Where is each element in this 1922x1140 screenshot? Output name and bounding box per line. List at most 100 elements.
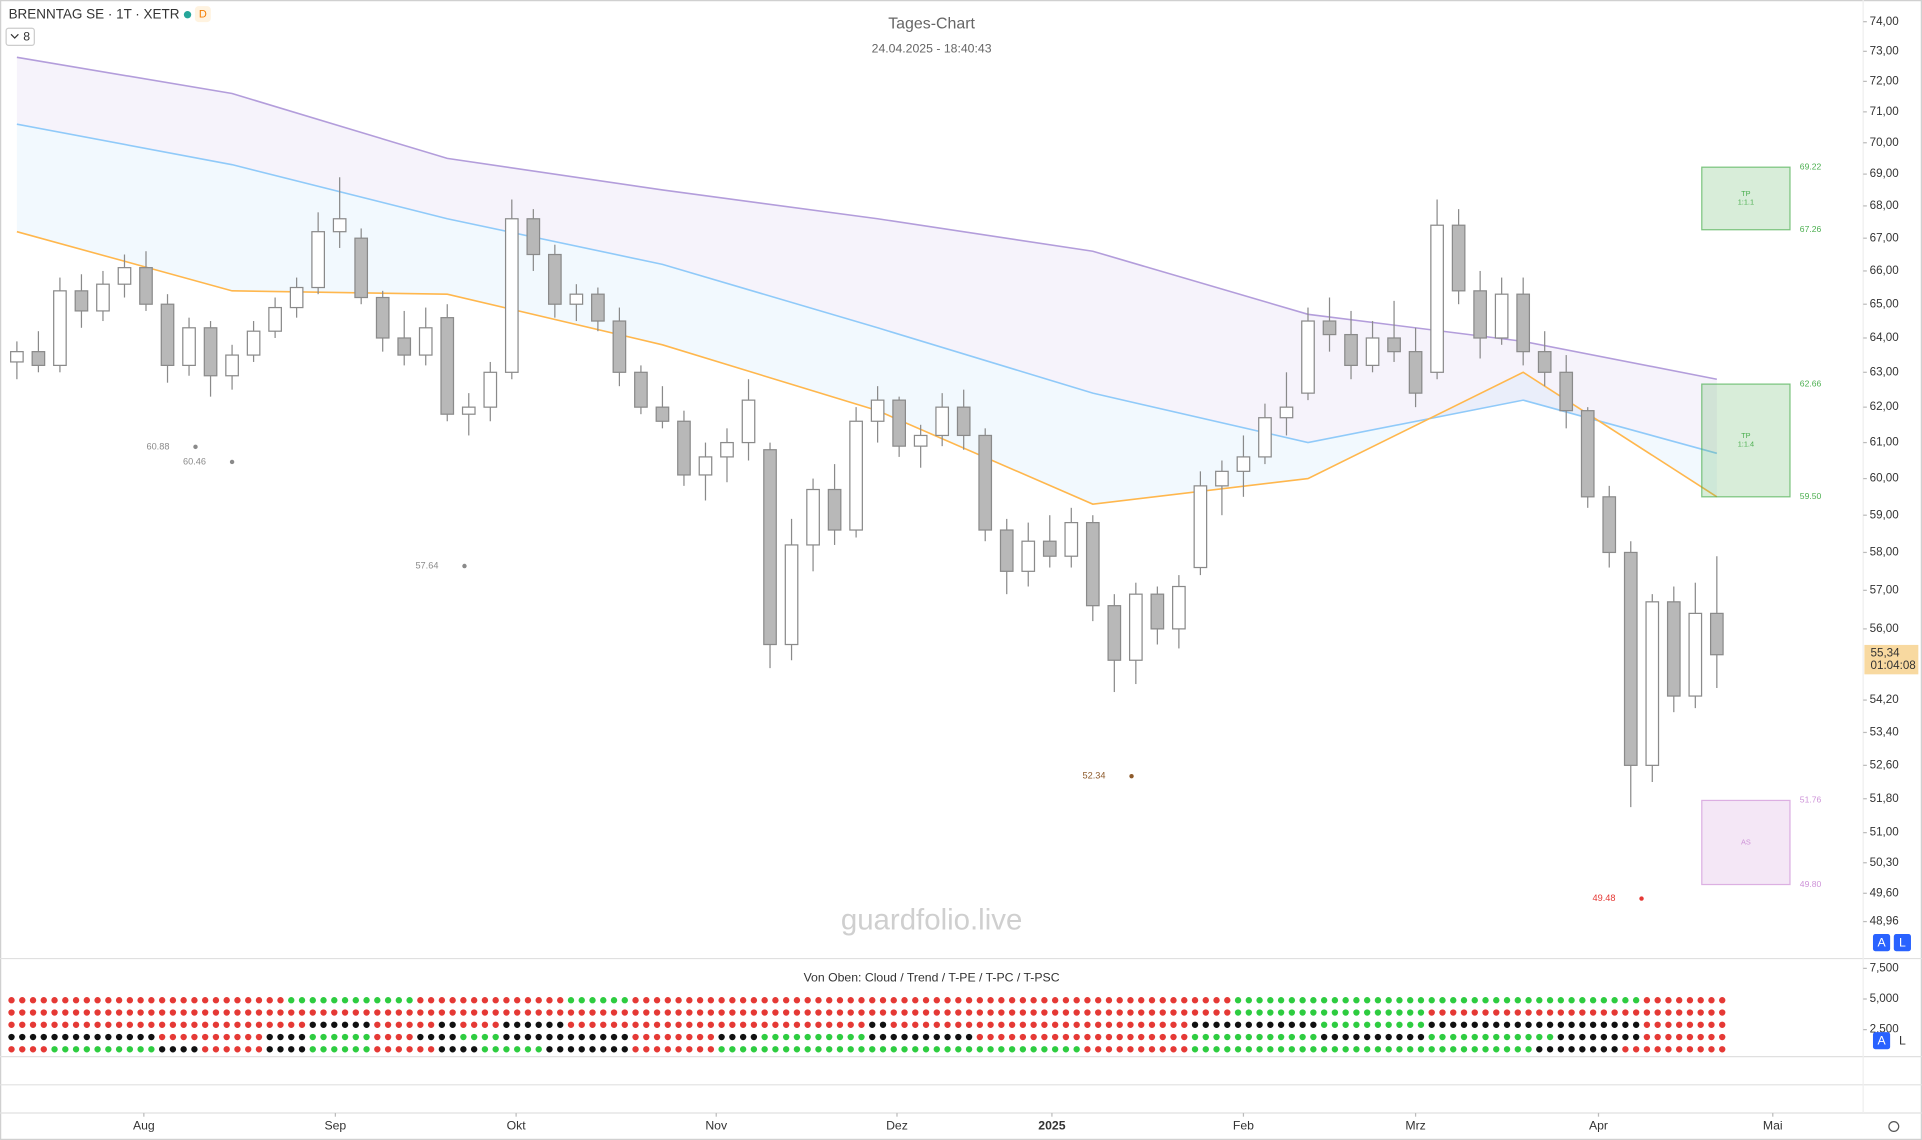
signal-dot: [836, 1009, 844, 1016]
signal-dot: [245, 1033, 252, 1041]
signal-dot: [374, 997, 381, 1004]
signal-dot: [1407, 1046, 1414, 1053]
signal-dot: [901, 1046, 908, 1053]
candle-body: [1258, 417, 1272, 458]
signal-dot: [169, 1046, 177, 1053]
level-dot: [462, 563, 467, 569]
signal-dot: [965, 1046, 973, 1053]
signal-dot: [1148, 997, 1156, 1004]
signal-dot: [105, 1009, 112, 1016]
signal-dot: [815, 997, 822, 1004]
signal-dot: [1127, 997, 1134, 1004]
signal-dot: [492, 1009, 499, 1016]
settings-icon[interactable]: [1888, 1120, 1900, 1133]
signal-dot: [686, 997, 693, 1004]
scale-button-label: A: [1877, 935, 1886, 949]
signal-dot: [1632, 997, 1640, 1004]
signal-dot: [115, 1021, 123, 1028]
level-label: 52.34: [1083, 771, 1106, 781]
candle-body: [849, 420, 863, 531]
signal-dot: [438, 997, 446, 1004]
signal-dot: [1665, 1021, 1672, 1028]
candle-body: [1516, 293, 1531, 353]
candle-body: [1150, 593, 1165, 630]
signal-dot: [212, 1033, 220, 1041]
signal-dot: [707, 1009, 715, 1016]
signal-dot: [1224, 1033, 1231, 1041]
signal-dot: [535, 1021, 542, 1028]
signal-dot: [395, 1021, 403, 1028]
signal-dot: [1353, 1021, 1360, 1028]
candle-body: [1387, 337, 1401, 353]
signal-dot: [707, 1021, 715, 1028]
signal-dot: [826, 1021, 833, 1028]
signal-dot: [331, 1009, 338, 1016]
signal-dot: [191, 1009, 198, 1016]
background-layer: [16, 57, 1717, 505]
signal-dot: [201, 1021, 209, 1028]
signal-dot: [1417, 997, 1425, 1004]
signal-dot: [83, 997, 91, 1004]
signal-dot: [1654, 1046, 1661, 1053]
signal-dot: [675, 1021, 682, 1028]
scale-button[interactable]: [1872, 934, 1891, 952]
signal-dot: [890, 1046, 897, 1053]
signal-dot: [438, 1033, 446, 1041]
signal-dot: [212, 1021, 220, 1028]
signal-dot: [987, 1021, 994, 1028]
signal-dot: [1299, 1021, 1306, 1028]
signal-dot: [438, 1021, 446, 1028]
scale-button[interactable]: [1893, 934, 1911, 952]
signal-dot: [384, 997, 392, 1004]
indicator-toggle[interactable]: [5, 27, 35, 46]
signal-dot: [201, 997, 209, 1004]
signal-dot: [72, 1033, 80, 1041]
y-tick-label: 64,00: [1870, 331, 1900, 344]
signal-dot: [417, 1021, 424, 1028]
candle-body: [1559, 371, 1574, 412]
signal-dot: [1084, 1046, 1091, 1053]
signal-dot: [858, 1009, 865, 1016]
signal-dot: [955, 1021, 962, 1028]
scale-button[interactable]: [1893, 1032, 1911, 1050]
signal-dot: [427, 1009, 435, 1016]
signal-dot: [19, 1046, 26, 1053]
signal-dot: [912, 1033, 919, 1041]
candle-body: [375, 296, 390, 339]
candle-body: [74, 290, 89, 312]
y-tick-label: 71,00: [1870, 105, 1900, 118]
signal-dot: [1073, 1033, 1080, 1041]
signal-dot: [94, 1046, 101, 1053]
signal-dot: [869, 997, 876, 1004]
signal-dot: [1396, 1046, 1403, 1053]
signal-dot: [62, 1021, 69, 1028]
candle-body: [1215, 470, 1229, 487]
signal-dot: [557, 1021, 564, 1028]
signal-dot: [750, 997, 758, 1004]
signal-dot: [288, 1033, 295, 1041]
signal-dot: [1181, 1009, 1188, 1016]
signal-dot: [1288, 1021, 1296, 1028]
signal-dot: [51, 1046, 58, 1053]
signal-dot: [1450, 1046, 1457, 1053]
signal-dot: [1062, 997, 1070, 1004]
badge: [194, 6, 211, 23]
candle-body: [978, 434, 993, 531]
signal-dot: [341, 1021, 349, 1028]
signal-dot: [341, 1046, 349, 1053]
signal-dot: [600, 1009, 607, 1016]
signal-dot: [955, 1046, 962, 1053]
signal-dot: [1159, 1033, 1166, 1041]
scale-button[interactable]: [1872, 1032, 1891, 1050]
signal-dot: [621, 1021, 628, 1028]
signal-dot: [309, 1033, 316, 1041]
signal-dot: [546, 1021, 553, 1028]
signal-dot: [1654, 1033, 1661, 1041]
signal-dot: [1256, 1009, 1263, 1016]
signal-dot: [406, 1021, 413, 1028]
signal-dot: [912, 1021, 919, 1028]
signal-dot: [1460, 997, 1468, 1004]
candle-body: [806, 488, 820, 546]
signal-dot: [352, 997, 359, 1004]
signal-dot: [255, 1046, 263, 1053]
